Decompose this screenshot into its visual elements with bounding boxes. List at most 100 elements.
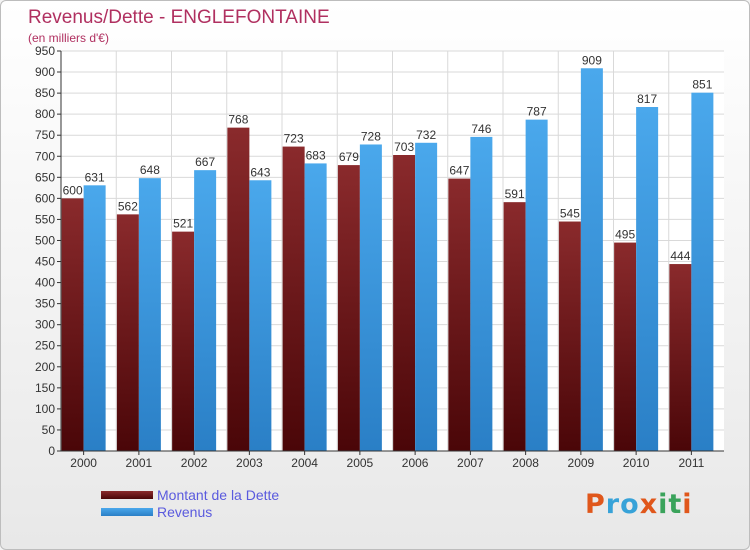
logo-letter: i <box>658 489 669 520</box>
data-label: 631 <box>85 170 105 184</box>
x-tick-label: 2001 <box>126 456 153 470</box>
x-tick-label: 2006 <box>402 456 429 470</box>
bar-revenus <box>304 163 327 451</box>
data-label: 648 <box>140 163 160 177</box>
bar-revenus <box>470 136 493 452</box>
data-label: 723 <box>284 132 304 146</box>
y-tick-label: 500 <box>35 233 55 247</box>
x-tick-label: 2009 <box>568 456 595 470</box>
x-tick-label: 2010 <box>623 456 650 470</box>
x-tick-label: 2000 <box>70 456 97 470</box>
y-tick-label: 300 <box>35 318 55 332</box>
logo-letter: t <box>668 489 683 520</box>
y-tick-label: 900 <box>35 65 55 79</box>
legend-swatch-revenus <box>101 508 153 516</box>
bar-debt <box>227 127 250 451</box>
data-label: 444 <box>670 249 690 263</box>
logo-letter: r <box>605 489 621 520</box>
y-tick-label: 400 <box>35 276 55 290</box>
bar-debt <box>172 231 195 451</box>
data-label: 851 <box>692 78 712 92</box>
logo-letter: i <box>682 489 693 520</box>
x-tick-label: 2007 <box>457 456 484 470</box>
bar-debt <box>448 178 471 451</box>
y-tick-label: 450 <box>35 255 55 269</box>
data-label: 817 <box>637 92 657 106</box>
bar-debt <box>669 264 692 451</box>
data-label: 591 <box>505 187 525 201</box>
data-label: 667 <box>195 155 215 169</box>
bar-revenus <box>249 180 272 451</box>
y-tick-label: 850 <box>35 86 55 100</box>
bar-debt <box>282 146 305 451</box>
grid-lines <box>61 50 724 452</box>
legend-swatch-debt <box>101 491 153 499</box>
data-label: 703 <box>394 140 414 154</box>
bar-revenus <box>194 170 217 451</box>
legend-label-revenus: Revenus <box>157 504 213 520</box>
data-label: 909 <box>582 53 602 67</box>
y-tick-label: 0 <box>48 444 55 458</box>
bar-debt <box>393 155 416 451</box>
data-label: 787 <box>527 105 547 119</box>
proxiti-logo: Proxiti <box>585 489 693 520</box>
x-tick-label: 2004 <box>291 456 318 470</box>
x-tick-label: 2011 <box>678 456 704 470</box>
logo-letter: o <box>620 489 640 520</box>
y-tick-label: 750 <box>35 128 55 142</box>
y-tick-label: 700 <box>35 149 55 163</box>
x-tick-label: 2003 <box>236 456 263 470</box>
bar-debt <box>558 221 581 451</box>
data-label: 746 <box>471 122 491 136</box>
data-label: 728 <box>361 129 381 143</box>
data-label: 545 <box>560 207 580 221</box>
y-tick-label: 650 <box>35 170 55 184</box>
y-tick-label: 600 <box>35 191 55 205</box>
y-tick-label: 150 <box>35 381 55 395</box>
bar-debt <box>614 242 637 451</box>
bar-debt <box>116 214 139 451</box>
data-label: 683 <box>306 148 326 162</box>
bar-revenus <box>415 142 438 451</box>
bar-revenus <box>359 144 382 451</box>
bar-revenus <box>525 119 548 451</box>
data-label: 647 <box>449 164 469 178</box>
bar-revenus <box>691 92 714 452</box>
y-tick-label: 950 <box>35 44 55 58</box>
data-label: 643 <box>250 165 270 179</box>
y-tick-label: 250 <box>35 339 55 353</box>
bar-revenus <box>138 178 161 451</box>
data-label: 521 <box>173 217 193 231</box>
bar-debt <box>503 202 526 451</box>
data-label: 732 <box>416 128 436 142</box>
legend-label-debt: Montant de la Dette <box>157 487 280 503</box>
y-tick-label: 200 <box>35 360 55 374</box>
data-label: 768 <box>228 113 248 127</box>
logo-letter: x <box>639 489 659 520</box>
data-label: 679 <box>339 150 359 164</box>
data-label: 600 <box>63 183 83 197</box>
axes: 0 50 100 150 200 250 300 350 400 450 500 550 600 650 7… <box>35 44 724 470</box>
logo-letter: P <box>585 489 606 520</box>
y-tick-label: 350 <box>35 297 55 311</box>
bar-debt <box>61 198 84 451</box>
bar-revenus <box>580 68 603 452</box>
y-tick-label: 550 <box>35 212 55 226</box>
data-label: 495 <box>615 228 635 242</box>
chart-subtitle: (en milliers d'€) <box>28 31 109 45</box>
chart-title: Revenus/Dette - ENGLEFONTAINE <box>28 7 330 28</box>
bar-revenus <box>83 185 106 451</box>
data-label: 562 <box>118 199 138 213</box>
bar-debt <box>337 165 360 451</box>
y-tick-label: 800 <box>35 107 55 121</box>
bars <box>61 68 714 452</box>
x-tick-label: 2008 <box>512 456 539 470</box>
y-tick-label: 100 <box>35 402 55 416</box>
x-tick-label: 2005 <box>347 456 374 470</box>
bar-revenus <box>636 107 659 451</box>
y-tick-label: 50 <box>42 423 56 437</box>
x-tick-label: 2002 <box>181 456 208 470</box>
